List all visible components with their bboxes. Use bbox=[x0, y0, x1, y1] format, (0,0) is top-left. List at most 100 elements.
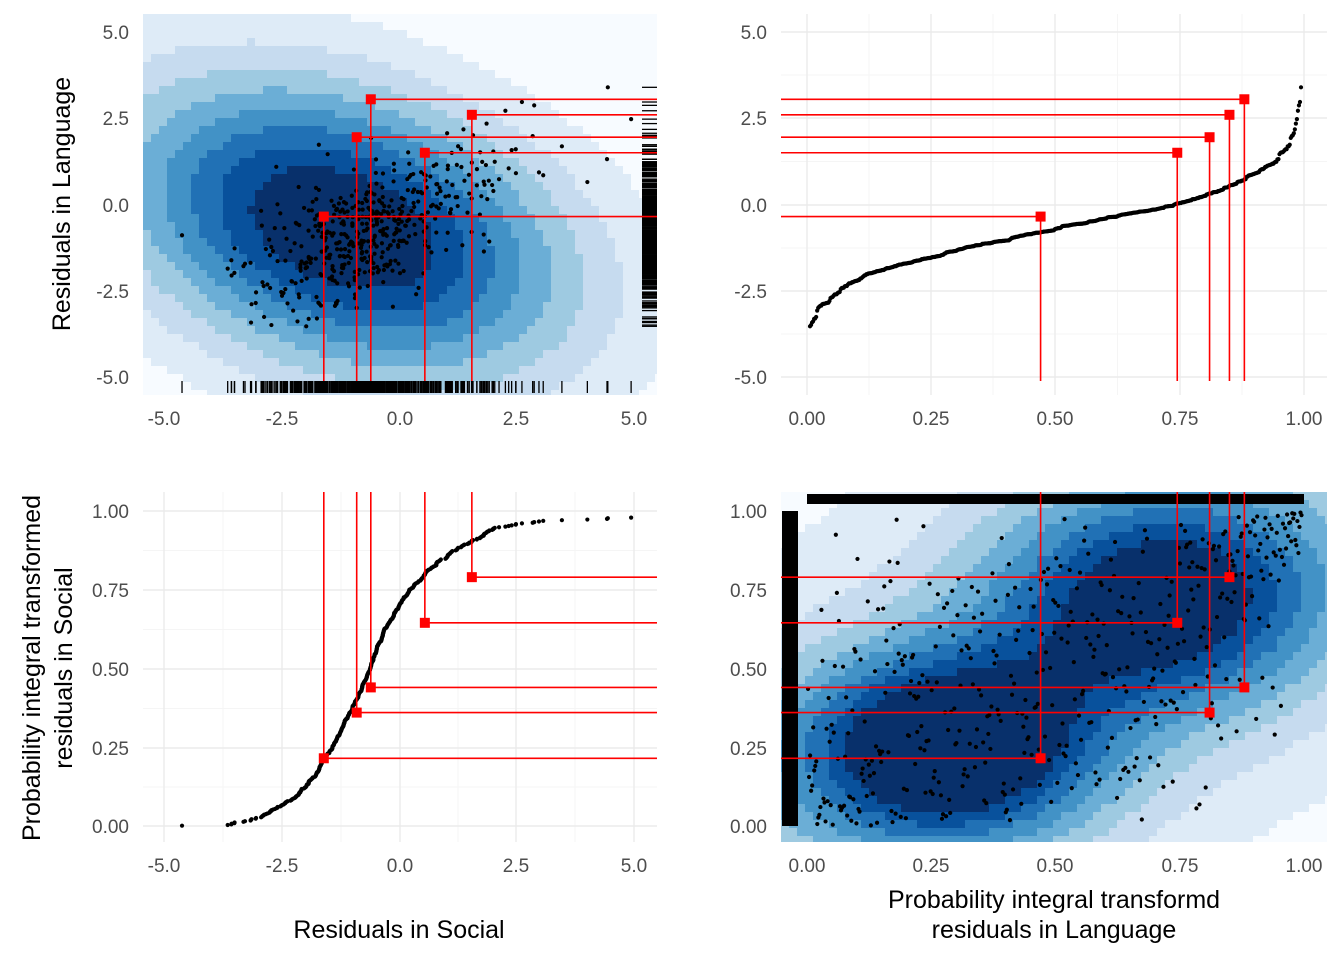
data-point bbox=[474, 183, 479, 188]
density-cell bbox=[271, 214, 280, 223]
density-cell bbox=[527, 310, 536, 319]
density-cell bbox=[623, 38, 632, 47]
density-cell bbox=[623, 318, 632, 327]
density-cell bbox=[583, 22, 592, 31]
density-cell bbox=[583, 254, 592, 263]
data-point bbox=[396, 221, 401, 226]
density-cell bbox=[351, 182, 360, 191]
density-cell bbox=[455, 46, 464, 55]
density-cell bbox=[143, 166, 152, 175]
data-point bbox=[360, 200, 365, 206]
density-cell bbox=[647, 286, 656, 295]
density-cell bbox=[183, 334, 192, 343]
density-cell bbox=[567, 374, 576, 383]
density-cell bbox=[295, 38, 304, 47]
density-cell bbox=[447, 134, 456, 143]
density-cell bbox=[319, 206, 328, 215]
data-point bbox=[448, 211, 453, 216]
data-point bbox=[364, 192, 369, 197]
data-point bbox=[291, 308, 296, 313]
density-cell bbox=[231, 286, 240, 295]
density-cell bbox=[527, 14, 536, 23]
density-cell bbox=[463, 46, 472, 55]
density-cell bbox=[327, 278, 336, 287]
density-cell bbox=[359, 158, 368, 167]
density-cell bbox=[463, 78, 472, 87]
density-cell bbox=[383, 126, 392, 135]
density-cell bbox=[215, 166, 224, 175]
density-cell bbox=[551, 318, 560, 327]
density-cell bbox=[447, 310, 456, 319]
density-cell bbox=[279, 214, 288, 223]
density-cell bbox=[407, 158, 416, 167]
density-cell bbox=[271, 94, 280, 103]
density-cell bbox=[295, 14, 304, 23]
density-cell bbox=[295, 342, 304, 351]
density-cell bbox=[223, 30, 232, 39]
density-cell bbox=[639, 86, 648, 95]
density-cell bbox=[367, 62, 376, 71]
density-cell bbox=[199, 326, 208, 335]
data-point bbox=[401, 197, 406, 202]
density-cell bbox=[247, 190, 256, 199]
density-cell bbox=[463, 326, 472, 335]
density-cell bbox=[487, 38, 496, 47]
density-cell bbox=[327, 14, 336, 23]
density-cell bbox=[287, 30, 296, 39]
density-cell bbox=[279, 182, 288, 191]
density-cell bbox=[495, 198, 504, 207]
density-cell bbox=[383, 342, 392, 351]
data-point bbox=[389, 198, 394, 203]
density-cell bbox=[215, 126, 224, 135]
density-cell bbox=[231, 126, 240, 135]
density-cell bbox=[431, 286, 440, 295]
density-cell bbox=[175, 30, 184, 39]
density-cell bbox=[527, 198, 536, 207]
data-point bbox=[374, 216, 379, 221]
density-cell bbox=[175, 254, 184, 263]
density-cell bbox=[567, 230, 576, 239]
density-cell bbox=[199, 214, 208, 223]
density-cell bbox=[479, 286, 488, 295]
density-cell bbox=[223, 78, 232, 87]
density-cell bbox=[519, 158, 528, 167]
density-cell bbox=[191, 94, 200, 103]
density-cell bbox=[383, 134, 392, 143]
density-cell bbox=[511, 286, 520, 295]
density-cell bbox=[303, 62, 312, 71]
density-cell bbox=[383, 350, 392, 359]
density-cell bbox=[263, 198, 272, 207]
density-cell bbox=[311, 134, 320, 143]
density-cell bbox=[535, 142, 544, 151]
density-cell bbox=[495, 206, 504, 215]
density-cell bbox=[183, 46, 192, 55]
data-point bbox=[334, 247, 340, 252]
density-cell bbox=[535, 374, 544, 383]
density-cell bbox=[327, 350, 336, 359]
density-cell bbox=[303, 158, 312, 167]
density-cell bbox=[271, 286, 280, 295]
density-cell bbox=[543, 342, 552, 351]
density-cell bbox=[191, 54, 200, 63]
density-cell bbox=[479, 350, 488, 359]
density-cell bbox=[527, 222, 536, 231]
density-cell bbox=[327, 102, 336, 111]
density-cell bbox=[631, 230, 640, 239]
data-point bbox=[604, 157, 610, 162]
density-cell bbox=[335, 118, 344, 127]
density-cell bbox=[239, 158, 248, 167]
density-cell bbox=[407, 126, 416, 135]
density-cell bbox=[559, 166, 568, 175]
density-cell bbox=[271, 46, 280, 55]
density-cell bbox=[319, 150, 328, 159]
density-cell bbox=[519, 30, 528, 39]
density-cell bbox=[567, 118, 576, 127]
density-cell bbox=[231, 70, 240, 79]
density-cell bbox=[415, 94, 424, 103]
density-cell bbox=[447, 54, 456, 63]
density-cell bbox=[599, 70, 608, 79]
density-cell bbox=[439, 246, 448, 255]
density-cell bbox=[191, 382, 200, 391]
density-cell bbox=[311, 310, 320, 319]
data-point bbox=[408, 172, 413, 178]
